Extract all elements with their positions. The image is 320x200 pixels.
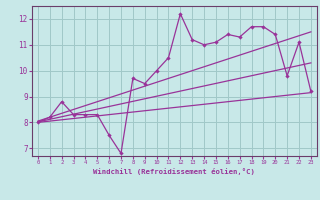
X-axis label: Windchill (Refroidissement éolien,°C): Windchill (Refroidissement éolien,°C) bbox=[93, 168, 255, 175]
